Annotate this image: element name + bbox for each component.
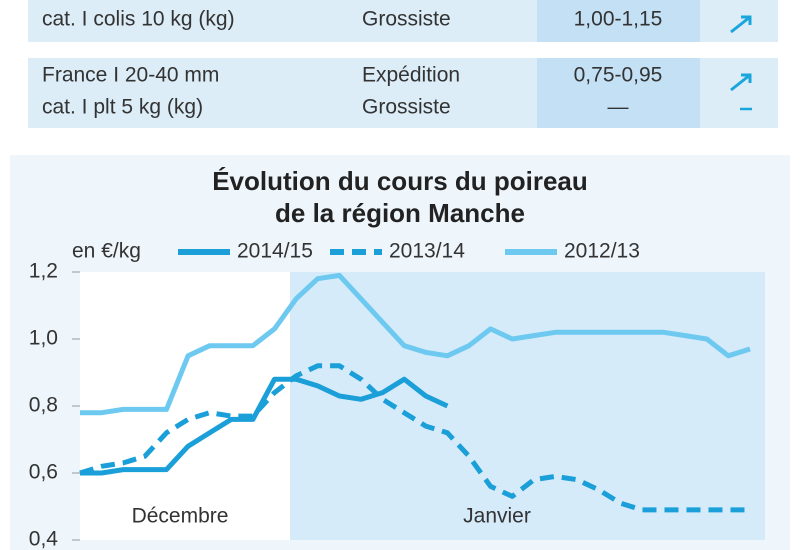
trend-arrow xyxy=(730,15,752,34)
table-cell: Grossiste xyxy=(362,8,451,31)
table-cell: cat. I colis 10 kg (kg) xyxy=(42,8,235,31)
chart-title: Évolution du cours du poireau xyxy=(212,166,588,196)
annotation: Janvier xyxy=(463,505,531,528)
table-cell: France I 20-40 mm xyxy=(42,64,219,87)
plot-shade xyxy=(290,272,765,540)
table: cat. I colis 10 kg (kg) Grossiste 1,00-1,1… xyxy=(42,8,662,119)
series-line xyxy=(80,376,449,476)
table-cell: 1,00-1,15 xyxy=(574,8,663,31)
table-cell: — xyxy=(608,96,629,119)
y-tick-label: 0,8 xyxy=(29,394,58,417)
y-tick-label: 1,2 xyxy=(29,260,58,283)
y-tick-label: 0,6 xyxy=(29,461,58,484)
plot-area xyxy=(80,272,290,540)
table-cell: cat. I plt 5 kg (kg) xyxy=(42,96,203,119)
trend-arrow xyxy=(730,73,752,92)
y-axis-label: en €/kg xyxy=(72,240,141,263)
table-cell: 0,75-0,95 xyxy=(574,64,663,87)
legend-label: 2012/13 xyxy=(564,240,640,263)
price-cell xyxy=(537,58,700,128)
y-tick-label: 1,0 xyxy=(29,327,58,350)
y-tick-label: 0,4 xyxy=(29,528,59,550)
price-cell xyxy=(537,0,700,42)
series-line xyxy=(80,272,751,416)
chart-title: de la région Manche xyxy=(275,198,525,228)
table-cell: Grossiste xyxy=(362,96,451,119)
table-cell: Expédition xyxy=(362,64,460,87)
annotation: Décembre xyxy=(132,505,229,528)
legend-label: 2014/15 xyxy=(237,240,313,263)
legend-label: 2013/14 xyxy=(389,240,465,263)
